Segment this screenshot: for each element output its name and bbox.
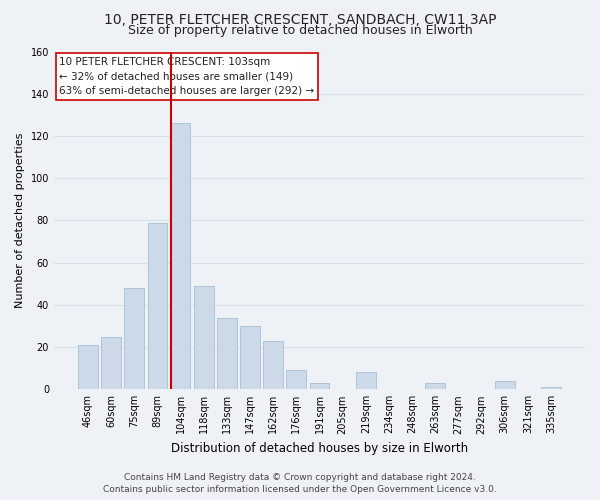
Text: Contains HM Land Registry data © Crown copyright and database right 2024.
Contai: Contains HM Land Registry data © Crown c…	[103, 472, 497, 494]
Bar	[425, 383, 445, 390]
Bar	[286, 370, 306, 390]
Bar	[101, 336, 121, 390]
Text: 10, PETER FLETCHER CRESCENT, SANDBACH, CW11 3AP: 10, PETER FLETCHER CRESCENT, SANDBACH, C…	[104, 12, 496, 26]
Bar	[310, 383, 329, 390]
Y-axis label: Number of detached properties: Number of detached properties	[15, 132, 25, 308]
Bar	[148, 222, 167, 390]
Bar	[124, 288, 144, 390]
X-axis label: Distribution of detached houses by size in Elworth: Distribution of detached houses by size …	[171, 442, 468, 455]
Bar	[194, 286, 214, 390]
Bar	[356, 372, 376, 390]
Bar	[78, 345, 98, 390]
Bar	[240, 326, 260, 390]
Bar	[263, 340, 283, 390]
Bar	[541, 387, 561, 390]
Text: Size of property relative to detached houses in Elworth: Size of property relative to detached ho…	[128, 24, 472, 37]
Bar	[170, 124, 190, 390]
Text: 10 PETER FLETCHER CRESCENT: 103sqm
← 32% of detached houses are smaller (149)
63: 10 PETER FLETCHER CRESCENT: 103sqm ← 32%…	[59, 56, 314, 96]
Bar	[217, 318, 236, 390]
Bar	[495, 381, 515, 390]
